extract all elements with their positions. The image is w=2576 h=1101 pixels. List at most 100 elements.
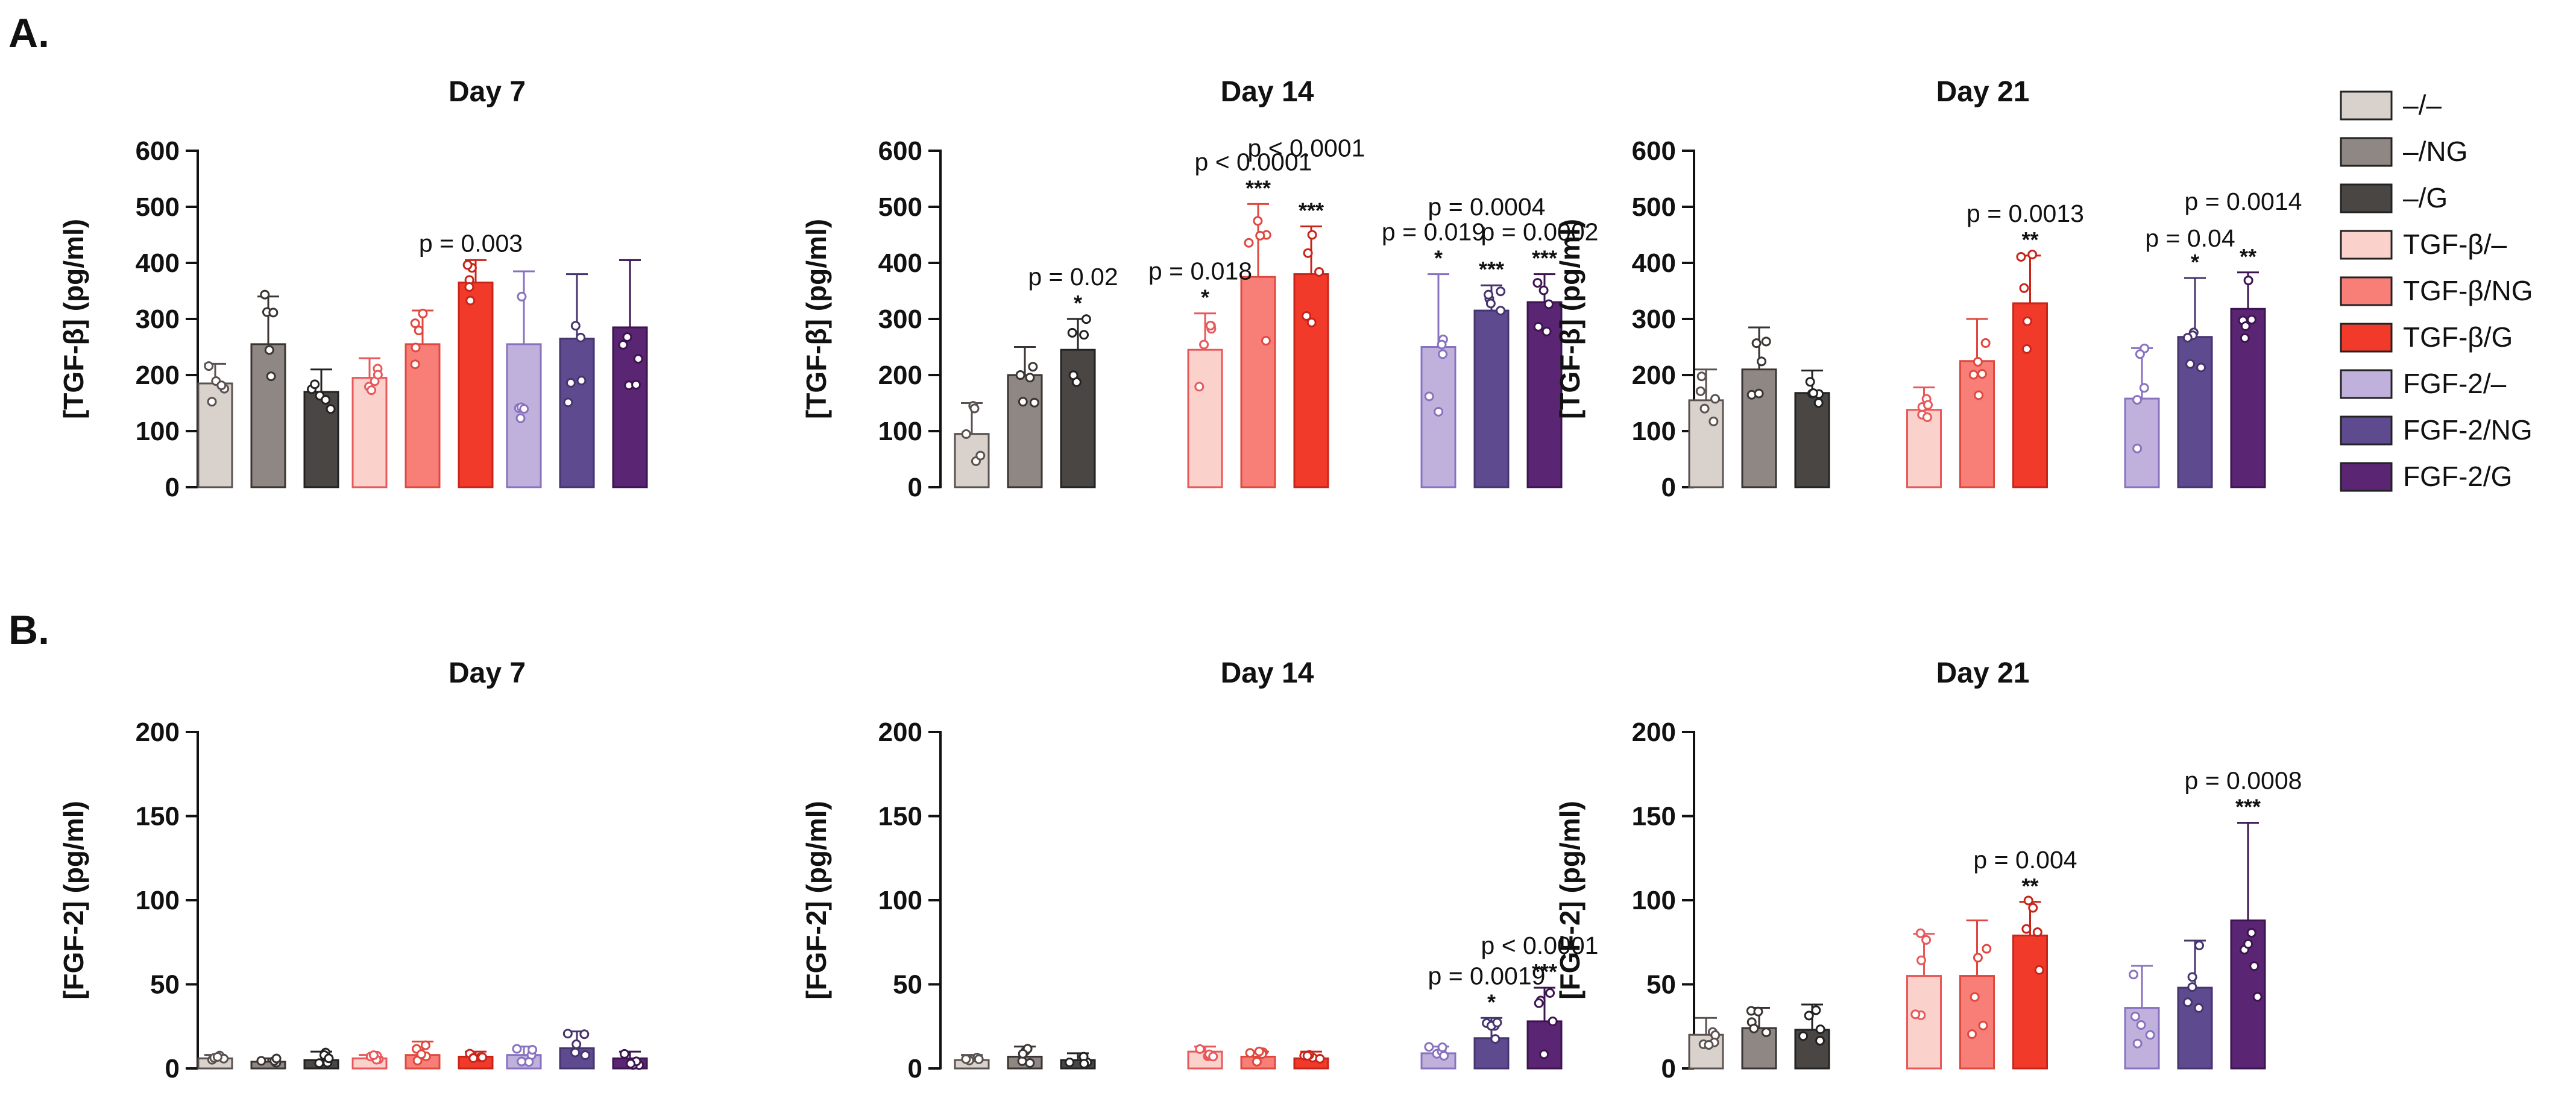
- data-point: [1485, 298, 1496, 309]
- data-point: [418, 308, 428, 318]
- y-tick-label: 0: [165, 473, 180, 502]
- bar: [1060, 349, 1096, 488]
- bar: [612, 326, 648, 488]
- data-point: [969, 403, 980, 414]
- data-point: [517, 1056, 527, 1067]
- data-point: [1018, 397, 1028, 407]
- data-point: [1199, 339, 1209, 350]
- data-point: [2194, 1003, 2204, 1013]
- legend-swatch: [2340, 276, 2393, 306]
- p-value-label: p = 0.0013: [1967, 200, 2084, 227]
- data-point: [2130, 1011, 2140, 1021]
- data-point: [1544, 299, 1554, 309]
- data-point: [2196, 362, 2206, 373]
- bar: [1741, 368, 1777, 488]
- data-point: [1437, 339, 1447, 350]
- data-point: [1025, 1058, 1035, 1068]
- data-point: [1922, 412, 1932, 422]
- data-point: [1195, 1044, 1205, 1054]
- data-point: [1081, 314, 1091, 324]
- data-point: [1696, 371, 1707, 382]
- data-point: [1071, 377, 1082, 387]
- data-point: [1754, 388, 1764, 399]
- panel-a-label: A.: [8, 10, 49, 56]
- legend-label: FGF-2/–: [2403, 368, 2507, 399]
- y-axis-label: [FGF-2] (pg/ml): [58, 801, 89, 1000]
- bar: [1794, 392, 1830, 488]
- y-tick-label: 100: [878, 417, 922, 446]
- data-point: [576, 332, 586, 342]
- data-point: [1252, 1056, 1262, 1067]
- data-point: [468, 1053, 479, 1064]
- data-point: [1982, 944, 1992, 954]
- y-tick-label: 50: [150, 970, 180, 1000]
- p-value-label: p < 0.0001: [1481, 932, 1599, 959]
- y-tick-label: 150: [136, 802, 180, 831]
- chart-title: Day 7: [449, 657, 526, 689]
- data-point: [2243, 276, 2253, 286]
- data-point: [2246, 315, 2256, 325]
- data-point: [961, 429, 971, 439]
- data-point: [1015, 370, 1025, 380]
- data-point: [1798, 1031, 1809, 1041]
- data-point: [1815, 1036, 1825, 1046]
- data-point: [1915, 928, 1926, 938]
- data-point: [580, 1050, 590, 1061]
- bar: [2124, 1007, 2160, 1070]
- p-value-label: p = 0.04: [2145, 224, 2235, 252]
- data-point: [2028, 903, 2038, 913]
- chart-title: Day 14: [1221, 657, 1314, 689]
- data-point: [416, 1049, 426, 1059]
- y-tick-label: 200: [136, 718, 180, 747]
- data-point: [1208, 1052, 1218, 1062]
- data-point: [2136, 1020, 2146, 1030]
- data-point: [260, 289, 270, 300]
- bar: [1473, 1037, 1510, 1070]
- data-point: [1695, 386, 1705, 396]
- bar: [1240, 276, 1276, 488]
- data-point: [1532, 278, 1543, 288]
- chart-a-day-21: Day 21 [TGF-β] (pg/ml) 0 100 200 300 400 500 600…: [1554, 76, 2302, 502]
- y-tick-label: 500: [136, 192, 180, 222]
- legend-label: –/–: [2403, 89, 2442, 121]
- legend-swatch: [2340, 90, 2393, 121]
- data-point: [1079, 1059, 1089, 1069]
- data-point: [1079, 330, 1089, 340]
- data-point: [1761, 1027, 1771, 1038]
- data-point: [266, 371, 276, 382]
- bar: [1473, 309, 1510, 488]
- data-point: [1808, 388, 1818, 399]
- y-tick-label: 100: [136, 417, 180, 446]
- legend-swatch: [2340, 137, 2393, 167]
- data-point: [974, 1054, 984, 1064]
- bar: [351, 377, 388, 488]
- data-point: [1437, 1042, 1447, 1052]
- data-point: [264, 345, 274, 355]
- y-tick-label: 0: [165, 1054, 180, 1084]
- p-value-label: p = 0.0004: [1428, 193, 1546, 221]
- p-value-label: p = 0.0002: [1481, 218, 1599, 246]
- bar: [2012, 935, 2048, 1070]
- data-point: [1490, 1034, 1501, 1044]
- data-point: [2139, 383, 2149, 393]
- legend-swatch: [2340, 462, 2393, 492]
- data-point: [1028, 362, 1038, 372]
- data-point: [631, 380, 641, 390]
- data-point: [618, 339, 628, 350]
- data-point: [1029, 397, 1039, 408]
- y-tick-label: 400: [1632, 248, 1676, 278]
- data-point: [1980, 338, 1991, 348]
- data-point: [1916, 955, 1927, 965]
- data-point: [1067, 327, 1077, 338]
- data-point: [2034, 965, 2044, 975]
- data-point: [465, 295, 476, 306]
- data-point: [1534, 998, 1544, 1008]
- data-point: [410, 318, 420, 329]
- significance-stars: *: [1074, 291, 1082, 315]
- legend-swatch: [2340, 183, 2393, 213]
- chart-title: Day 7: [449, 76, 526, 108]
- data-point: [1539, 1049, 1549, 1059]
- significance-stars: ***: [2235, 795, 2261, 819]
- data-point: [2182, 333, 2193, 343]
